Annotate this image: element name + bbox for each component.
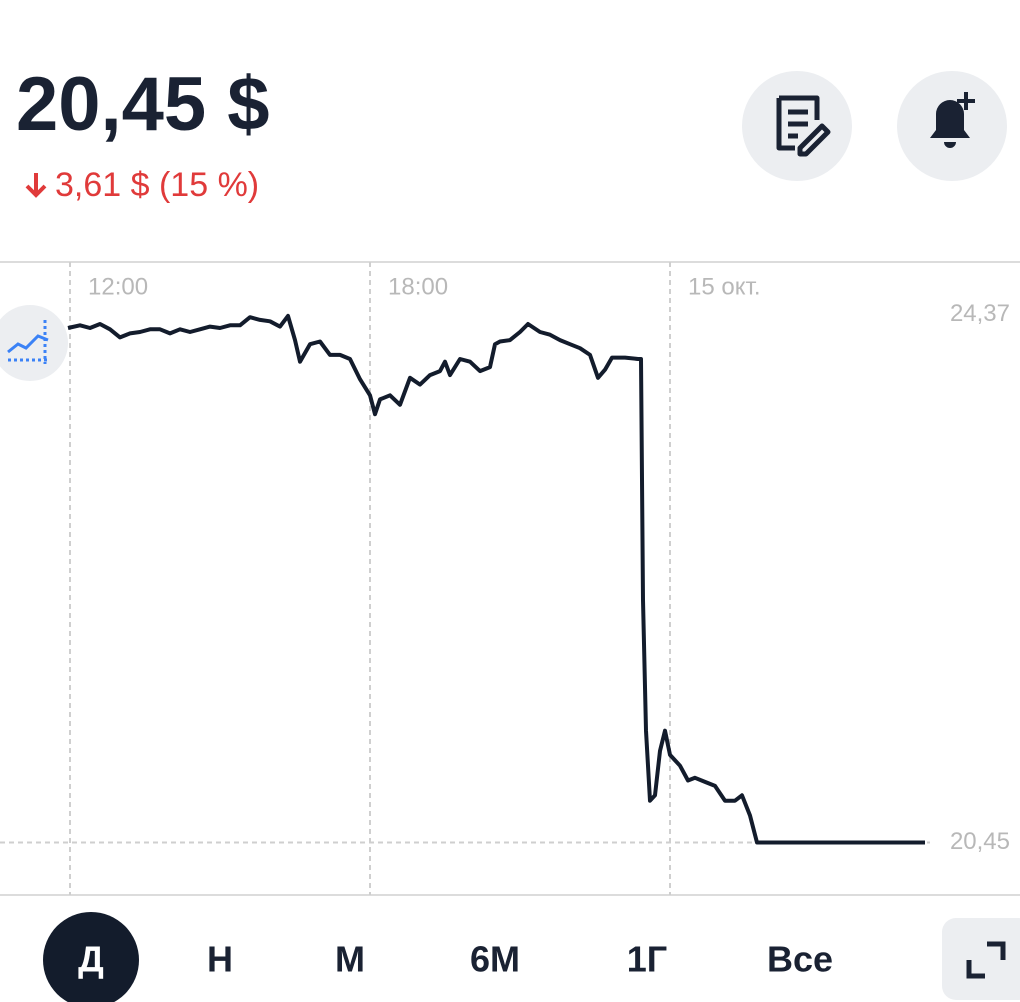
period-tab[interactable]: Н bbox=[207, 939, 233, 980]
down-arrow bbox=[25, 173, 47, 198]
y-tick-label: 24,37 bbox=[950, 300, 1010, 327]
price-change: 3,61 $ (15 %) bbox=[55, 166, 259, 204]
period-tab[interactable]: Д bbox=[43, 912, 139, 1002]
tab-label: Все bbox=[767, 939, 833, 980]
tab-label: М bbox=[335, 939, 365, 980]
tab-label: Д bbox=[78, 939, 104, 980]
period-tab[interactable]: 1Г bbox=[627, 939, 667, 980]
bell-icon bbox=[930, 100, 970, 148]
indicator-button[interactable] bbox=[0, 305, 68, 381]
notes-button[interactable] bbox=[742, 71, 852, 181]
notes-icon bbox=[776, 95, 831, 157]
x-tick-label: 12:00 bbox=[88, 273, 148, 300]
tab-selected-bg bbox=[43, 912, 139, 1002]
x-tick-label: 15 окт. bbox=[688, 273, 760, 300]
x-tick-label: 18:00 bbox=[388, 273, 448, 300]
indicator-icon bbox=[8, 320, 48, 364]
plot: 12:00 18:00 15 окт. 24,37 20,45 bbox=[0, 262, 1010, 895]
period-tabs: Д Н М 6М 1Г Все bbox=[43, 912, 833, 1002]
alert-button[interactable] bbox=[897, 71, 1007, 181]
fullscreen-button[interactable] bbox=[942, 918, 1020, 1000]
tab-label: Н bbox=[207, 939, 233, 980]
tab-label: 6М bbox=[470, 939, 520, 980]
period-tab[interactable]: 6М bbox=[470, 939, 520, 980]
plus-icon bbox=[957, 92, 975, 110]
tab-label: 1Г bbox=[627, 939, 667, 980]
y-tick-label: 20,45 bbox=[950, 828, 1010, 855]
period-tab[interactable]: Все bbox=[767, 939, 833, 980]
price: 20,45 $ bbox=[16, 62, 270, 147]
period-tab[interactable]: М bbox=[335, 939, 365, 980]
button-bg bbox=[0, 305, 68, 381]
button-bg bbox=[942, 918, 1020, 1000]
price-line bbox=[67, 313, 925, 845]
indicator-icon bbox=[7, 334, 49, 354]
expand-icon bbox=[966, 941, 1006, 979]
